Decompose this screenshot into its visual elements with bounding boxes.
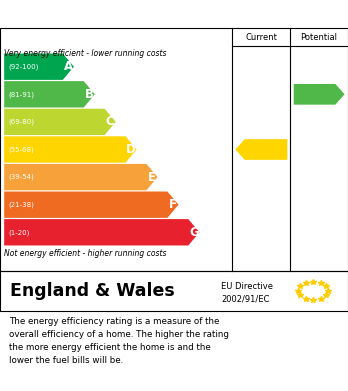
Text: (39-54): (39-54) <box>8 174 34 180</box>
Polygon shape <box>4 192 179 218</box>
Text: Current: Current <box>245 32 277 41</box>
Text: Not energy efficient - higher running costs: Not energy efficient - higher running co… <box>4 249 167 258</box>
Text: (1-20): (1-20) <box>8 229 30 235</box>
Text: G: G <box>189 226 199 239</box>
Text: (55-68): (55-68) <box>8 146 34 153</box>
Text: EU Directive: EU Directive <box>221 282 273 291</box>
Text: Very energy efficient - lower running costs: Very energy efficient - lower running co… <box>4 48 167 57</box>
Text: (92-100): (92-100) <box>8 63 39 70</box>
Polygon shape <box>4 136 137 163</box>
Polygon shape <box>4 164 158 190</box>
Text: E: E <box>148 170 156 184</box>
Text: A: A <box>64 60 73 73</box>
Text: 84: 84 <box>308 88 325 101</box>
Text: B: B <box>85 88 94 101</box>
Polygon shape <box>4 54 74 80</box>
Text: (69-80): (69-80) <box>8 118 34 125</box>
Polygon shape <box>4 109 116 135</box>
Text: D: D <box>126 143 136 156</box>
Polygon shape <box>4 219 199 246</box>
Text: C: C <box>106 115 114 128</box>
Polygon shape <box>294 84 345 105</box>
Text: Potential: Potential <box>301 32 338 41</box>
Text: 2002/91/EC: 2002/91/EC <box>221 294 269 303</box>
Text: 67: 67 <box>255 143 272 156</box>
Text: England & Wales: England & Wales <box>10 282 175 300</box>
Text: (81-91): (81-91) <box>8 91 34 97</box>
Polygon shape <box>235 139 287 160</box>
Text: (21-38): (21-38) <box>8 201 34 208</box>
Text: The energy efficiency rating is a measure of the
overall efficiency of a home. T: The energy efficiency rating is a measur… <box>9 317 229 365</box>
Text: Energy Efficiency Rating: Energy Efficiency Rating <box>9 7 211 22</box>
Polygon shape <box>4 81 95 108</box>
Text: F: F <box>169 198 177 211</box>
